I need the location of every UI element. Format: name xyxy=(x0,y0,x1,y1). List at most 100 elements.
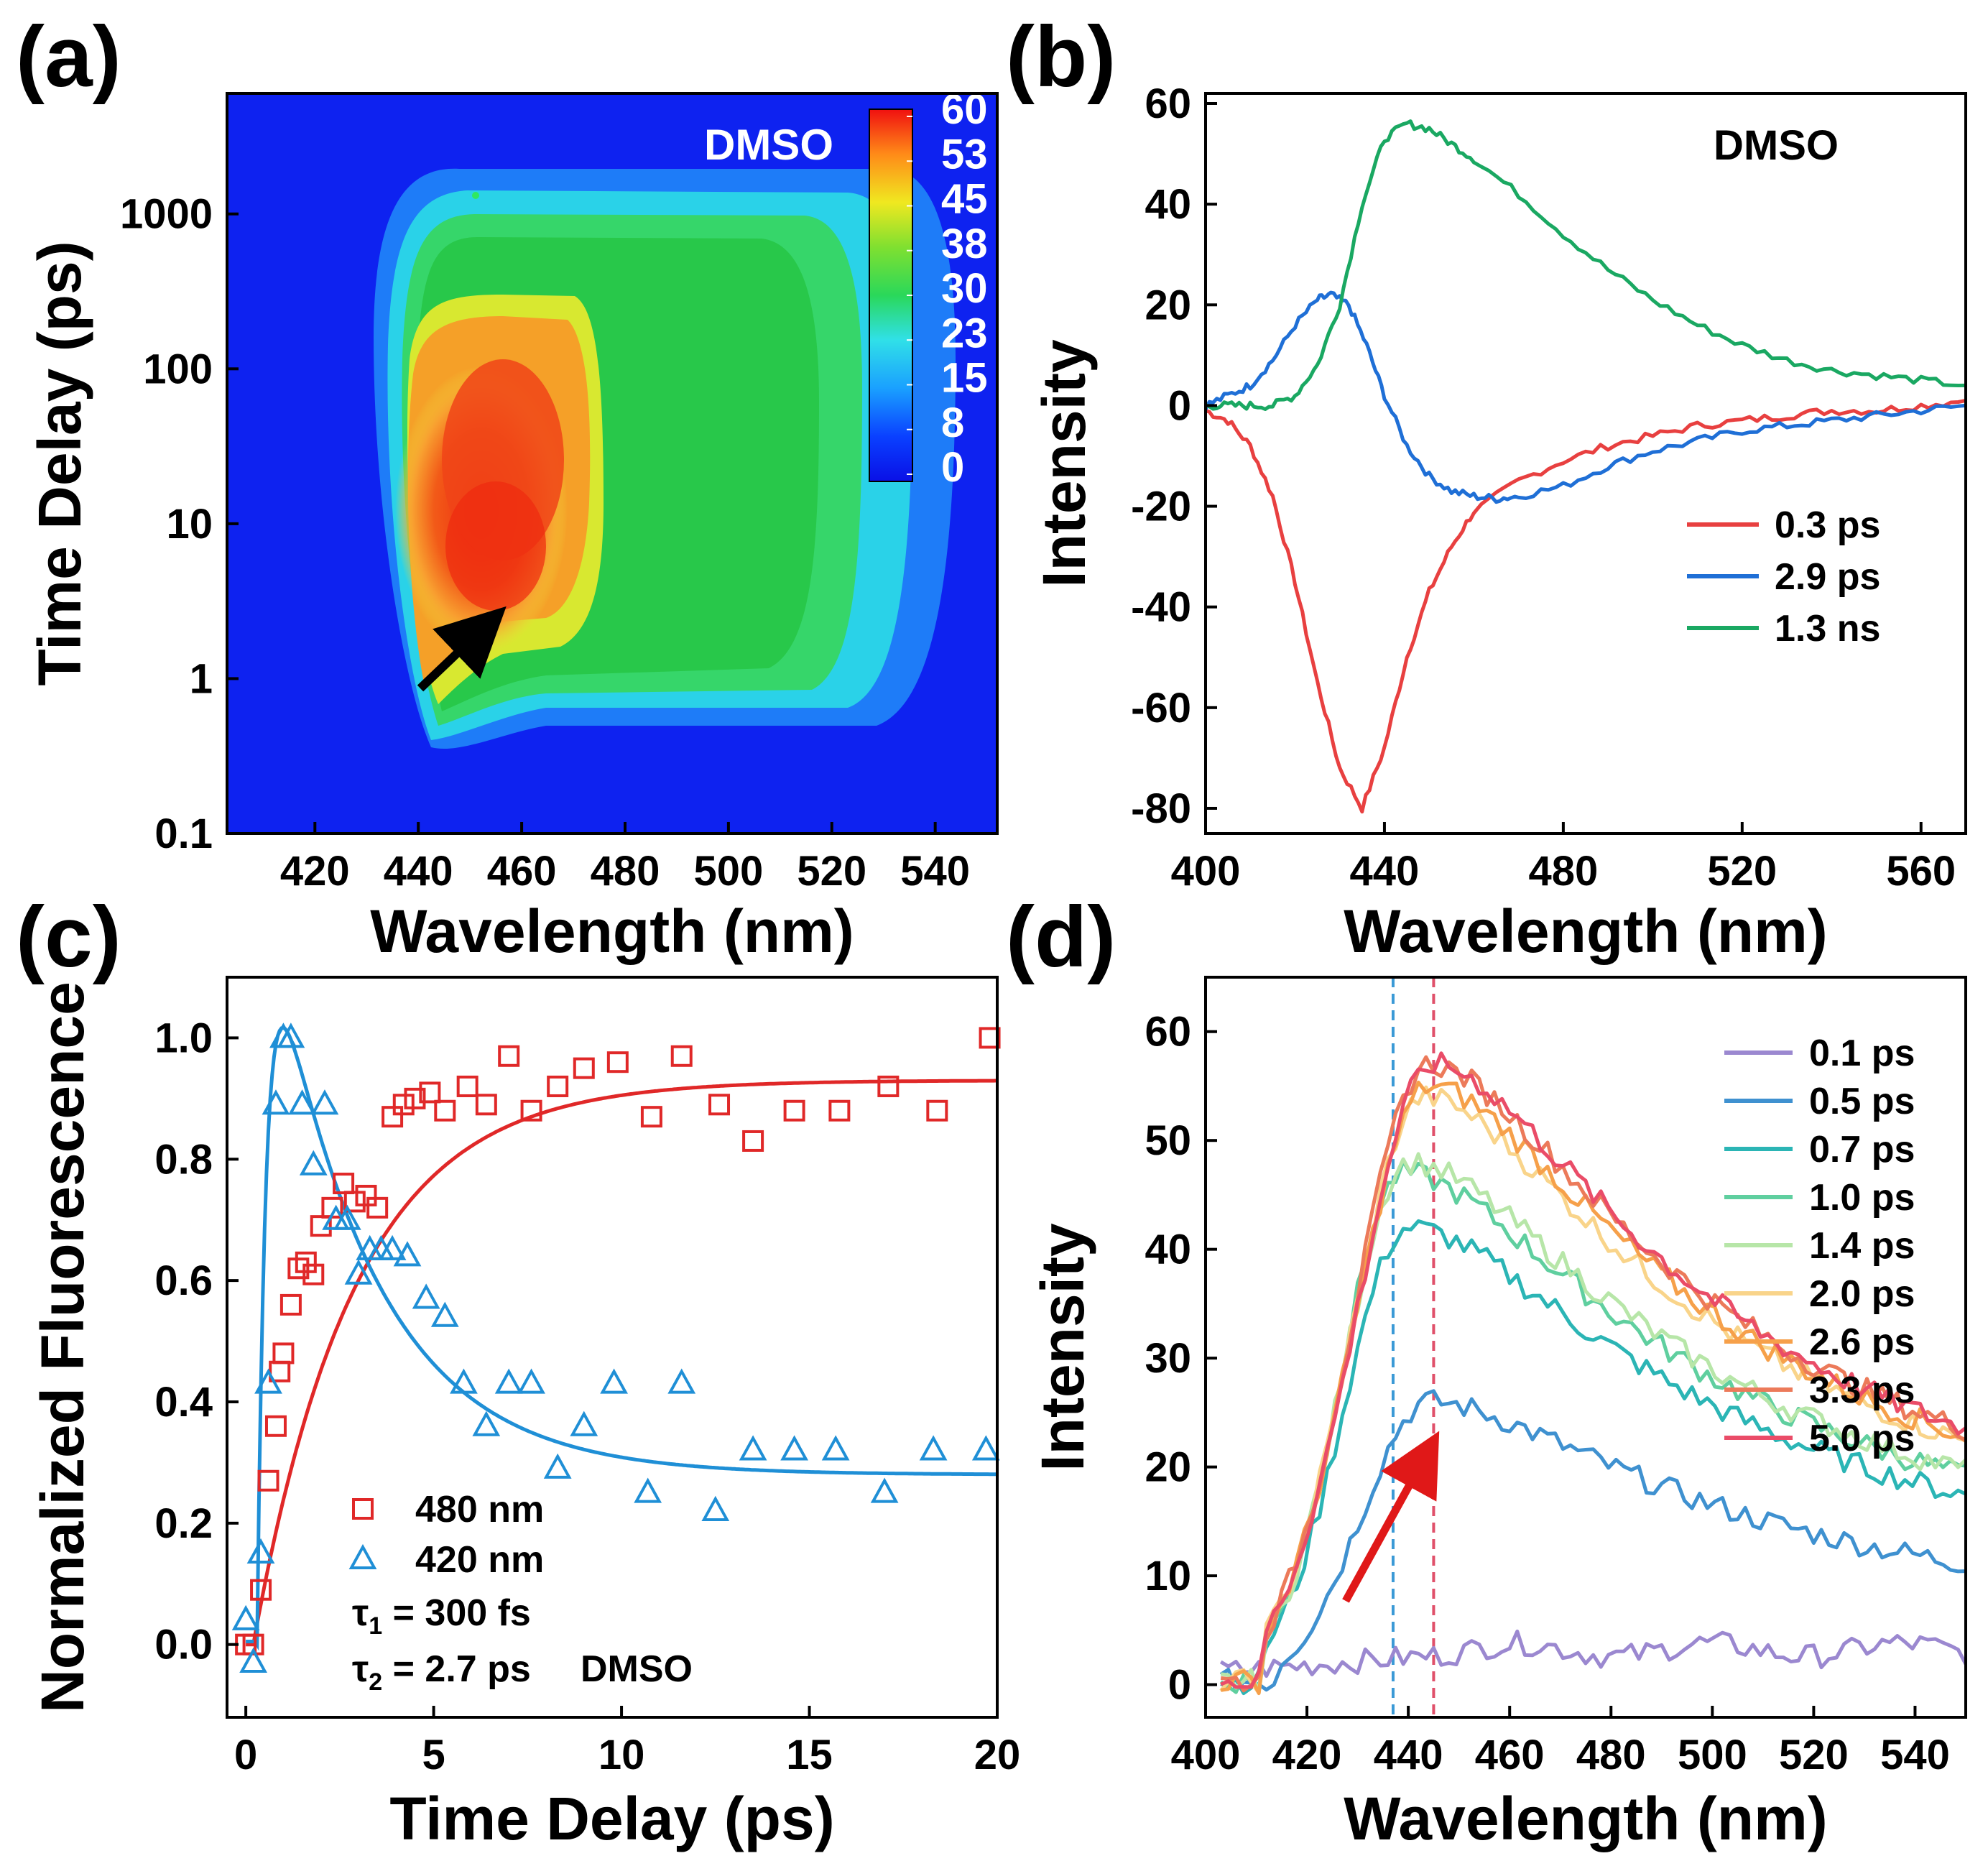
legend-label: 2.0 ps xyxy=(1809,1273,1915,1315)
heatmap-xtick-label: 540 xyxy=(900,848,970,895)
data-point-420nm xyxy=(701,1495,730,1521)
spectra-d-arrow xyxy=(1342,1431,1440,1603)
data-point-420nm xyxy=(246,1538,275,1564)
spectra-d-xlabel: Wavelength (nm) xyxy=(1344,1785,1828,1852)
data-point-420nm xyxy=(570,1410,598,1436)
data-point-420nm xyxy=(780,1435,809,1461)
panel-label-b: (b) xyxy=(1006,9,1116,105)
kinetics-solvent-label: DMSO xyxy=(581,1648,693,1690)
spectra-ytick-label: 40 xyxy=(1145,181,1191,228)
legend-label: 420 nm xyxy=(415,1539,544,1581)
spectra-xtick-label: 480 xyxy=(1528,848,1598,895)
spectra-solvent-label: DMSO xyxy=(1714,122,1839,169)
data-point-420nm xyxy=(472,1410,501,1436)
colorbar-tick-label: 53 xyxy=(941,131,988,177)
data-point-420nm xyxy=(333,1204,361,1230)
data-point-420nm xyxy=(450,1368,478,1394)
panel-label-a: (a) xyxy=(16,9,121,105)
spectra-d-ytick-label: 20 xyxy=(1145,1444,1191,1491)
heatmap-ytick-label: 0.1 xyxy=(154,811,213,857)
spectra-d-series-0.1-ps xyxy=(1219,1629,1966,1678)
heatmap-ytick-label: 1000 xyxy=(120,191,213,238)
data-point-480nm xyxy=(343,1191,366,1213)
data-point-480nm xyxy=(434,1099,456,1122)
data-point-420nm xyxy=(634,1477,662,1503)
spectra-d-legend: 0.1 ps 0.5 ps 0.7 ps 1.0 ps 1.4 ps 2.0 ps 2.6 … xyxy=(1724,1033,1915,1459)
data-point-480nm xyxy=(355,1184,377,1206)
spectra-xlabel: Wavelength (nm) xyxy=(1344,897,1828,965)
data-point-420nm xyxy=(543,1453,572,1479)
data-point-420nm xyxy=(310,1089,339,1115)
tau2-symbol: τ xyxy=(352,1648,369,1690)
spectra-d-ytick-label: 50 xyxy=(1145,1117,1191,1164)
legend-label: 0.3 ps xyxy=(1775,504,1880,546)
spectra-ytick-label: 60 xyxy=(1145,80,1191,127)
data-point-480nm xyxy=(573,1057,595,1079)
kinetics-frame xyxy=(226,976,999,1719)
spectra-d-xtick-label: 540 xyxy=(1880,1732,1950,1778)
kinetics-legend: 480 nm 420 nm xyxy=(348,1489,544,1581)
data-point-480nm xyxy=(520,1099,542,1122)
heatmap-xtick-label: 500 xyxy=(693,848,763,895)
legend-label: 1.4 ps xyxy=(1809,1225,1915,1267)
spectra-d-series-0.7-ps xyxy=(1220,1219,1966,1696)
heatmap-ytick-label: 100 xyxy=(143,346,213,392)
data-point-480nm xyxy=(828,1099,851,1122)
heatmap-solvent-label: DMSO xyxy=(704,121,833,169)
spectra-d-ytick-label: 0 xyxy=(1168,1662,1191,1709)
spectra-d-ytick-label: 60 xyxy=(1145,1009,1191,1056)
data-point-480nm xyxy=(783,1099,805,1122)
kinetics-xtick-label: 5 xyxy=(422,1732,445,1778)
data-point-480nm xyxy=(272,1342,295,1364)
legend-label: 480 nm xyxy=(415,1489,544,1530)
data-point-420nm xyxy=(919,1435,948,1461)
colorbar-tick-label: 23 xyxy=(941,310,988,356)
data-point-420nm xyxy=(393,1241,422,1267)
colorbar-tick-label: 8 xyxy=(941,400,964,446)
data-point-420nm xyxy=(430,1301,459,1327)
spectra-ylabel: Intensity xyxy=(1030,339,1098,588)
heatmap-arrow xyxy=(417,606,507,692)
data-point-480nm xyxy=(742,1130,764,1152)
tau2-subscript: 2 xyxy=(369,1668,382,1696)
data-point-420nm xyxy=(412,1283,440,1309)
heatmap-xtick-label: 480 xyxy=(591,848,660,895)
spectra-d-xtick-label: 520 xyxy=(1779,1732,1849,1778)
spectra-xtick-label: 440 xyxy=(1350,848,1420,895)
spectra-series-2.9-ps xyxy=(1206,290,1966,504)
data-point-480nm xyxy=(310,1215,332,1237)
spectra-d-xtick-label: 460 xyxy=(1475,1732,1545,1778)
spectra-d-xtick-label: 480 xyxy=(1576,1732,1646,1778)
data-point-420nm xyxy=(239,1647,267,1673)
data-point-480nm xyxy=(287,1257,310,1280)
fit-420nm-curve xyxy=(246,1025,997,1651)
spectra-ytick-label: -80 xyxy=(1131,785,1191,832)
data-point-420nm xyxy=(231,1604,260,1630)
kinetics-xlabel: Time Delay (ps) xyxy=(389,1785,834,1852)
colorbar-tick-label: 45 xyxy=(941,176,988,223)
data-point-480nm xyxy=(708,1094,731,1116)
data-point-480nm xyxy=(250,1579,272,1601)
data-point-420nm xyxy=(667,1368,696,1394)
data-point-480nm xyxy=(926,1099,948,1122)
legend-label: 0.5 ps xyxy=(1809,1081,1915,1122)
heatmap-ytick-label: 10 xyxy=(166,501,213,548)
legend-marker-square xyxy=(352,1498,374,1520)
heatmap-xtick-label: 520 xyxy=(797,848,866,895)
legend-label: 1.0 ps xyxy=(1809,1177,1915,1219)
panel-d-spectra: 400 420 440 460 480 500 520 540 0 10 20 30 40 50 60 0.… xyxy=(1029,976,1967,1852)
spectra-d-xtick-label: 500 xyxy=(1678,1732,1747,1778)
data-point-480nm xyxy=(392,1094,415,1116)
kinetics-xtick-label: 20 xyxy=(974,1732,1021,1778)
spectra-ytick-label: 20 xyxy=(1145,282,1191,328)
data-point-420nm xyxy=(254,1368,282,1394)
heatmap-xtick-label: 440 xyxy=(384,848,453,895)
legend-label: 3.3 ps xyxy=(1809,1370,1915,1411)
panel-label-d: (d) xyxy=(1006,889,1116,985)
tau1-annotation: τ1 = 300 fs xyxy=(352,1592,531,1640)
data-point-480nm xyxy=(606,1051,629,1073)
heatmap-ytick-label: 1 xyxy=(190,655,213,702)
